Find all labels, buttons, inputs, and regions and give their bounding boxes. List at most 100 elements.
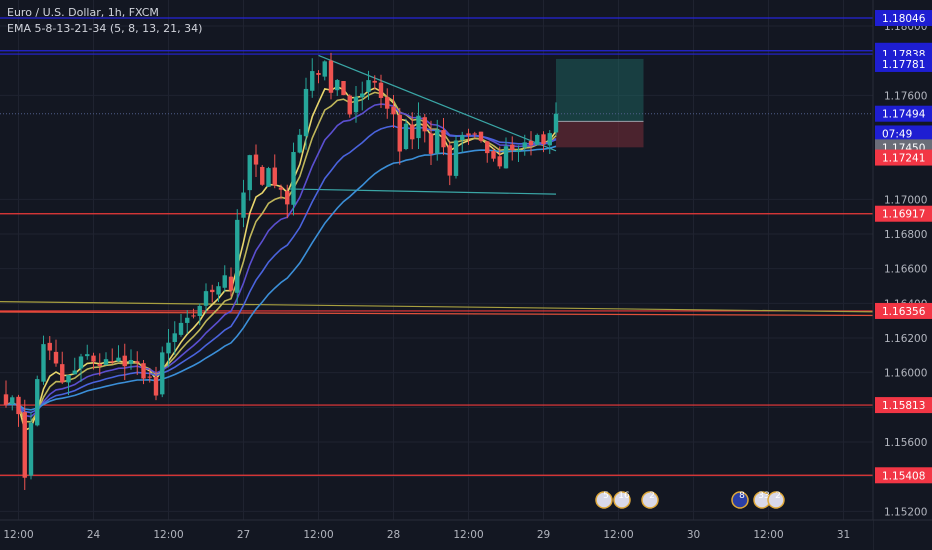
svg-text:1.17241: 1.17241 — [882, 153, 925, 165]
symbol-title[interactable]: Euro / U.S. Dollar, 1h, FXCM — [7, 6, 159, 19]
time-tick-0: 12:00 — [3, 529, 33, 541]
trendline-1 — [0, 311, 888, 317]
horizontal-levels[interactable] — [0, 17, 873, 476]
candle-6 — [41, 335, 46, 385]
candle-55 — [347, 94, 352, 118]
event-badge-us-b[interactable]: 16 — [613, 491, 631, 509]
price-tick-2: 1.17000 — [884, 194, 927, 206]
candle-19 — [122, 343, 127, 381]
candle-39 — [247, 154, 252, 201]
price-label-11: 1.15408 — [875, 467, 932, 484]
candle-16 — [103, 352, 109, 366]
candle-31 — [197, 303, 202, 326]
time-tick-3: 27 — [237, 529, 250, 541]
time-tick-2: 12:00 — [153, 529, 183, 541]
event-badge-count: 2 — [649, 491, 655, 501]
price-tick-11: 1.15200 — [884, 506, 927, 518]
candle-15 — [97, 353, 102, 376]
svg-text:1.17781: 1.17781 — [882, 59, 925, 71]
price-axis[interactable]: 1.180001.176001.170001.168001.166001.164… — [872, 0, 932, 550]
candle-50 — [316, 70, 321, 84]
event-badge-eu-a[interactable]: 8 — [731, 491, 749, 509]
time-tick-1: 24 — [87, 529, 101, 541]
price-label-5: 07:49 — [875, 125, 932, 142]
candle-59 — [372, 75, 377, 90]
event-badge-us-c[interactable]: 2 — [641, 491, 659, 509]
event-badge-count: 5 — [603, 491, 609, 501]
candle-32 — [203, 283, 209, 313]
time-tick-10: 12:00 — [753, 529, 783, 541]
price-tick-6: 1.16200 — [884, 333, 927, 345]
long-position-tool[interactable] — [556, 58, 644, 148]
candle-12 — [78, 353, 84, 382]
time-tick-5: 28 — [387, 529, 400, 541]
svg-text:07:49: 07:49 — [882, 128, 912, 140]
event-badge-count: 33 — [758, 491, 769, 501]
candle-1 — [10, 395, 15, 411]
candle-85 — [535, 133, 540, 146]
price-label-4: 1.17494 — [875, 105, 932, 122]
candle-70 — [441, 117, 446, 156]
candle-73 — [460, 131, 465, 153]
candle-10 — [66, 374, 71, 396]
candle-75 — [472, 131, 477, 139]
candle-74 — [466, 128, 471, 145]
time-axis[interactable]: 12:00 24 12:00 27 12:00 28 12:00 29 12:00 30 12:00… — [0, 519, 932, 550]
candle-21 — [135, 351, 140, 375]
candle-24 — [153, 366, 159, 401]
svg-text:1.15813: 1.15813 — [882, 400, 925, 412]
price-label-10: 1.15813 — [875, 397, 932, 414]
event-badge-us-a[interactable]: 5 — [595, 491, 613, 509]
economic-event-badges[interactable]: 5 16 2 8 33 2 — [595, 491, 785, 509]
event-badge-us-e[interactable]: 2 — [767, 491, 785, 509]
candle-87 — [547, 130, 552, 154]
event-badge-count: 8 — [739, 491, 745, 501]
candle-26 — [166, 329, 171, 368]
candle-41 — [260, 165, 265, 186]
event-badge-count: 16 — [618, 491, 630, 501]
svg-text:1.18046: 1.18046 — [882, 13, 926, 25]
event-badge-count: 2 — [775, 491, 781, 501]
candle-2 — [16, 394, 21, 427]
candle-54 — [341, 80, 346, 96]
price-tick-7: 1.16000 — [884, 368, 927, 380]
candle-0 — [3, 380, 9, 408]
price-tick-9: 1.15600 — [884, 437, 927, 449]
candle-20 — [128, 349, 134, 370]
candle-61 — [385, 88, 390, 119]
candle-13 — [85, 344, 90, 360]
candle-5 — [35, 375, 40, 427]
time-tick-9: 30 — [687, 529, 700, 541]
candle-47 — [297, 129, 302, 154]
candle-29 — [185, 310, 190, 334]
event-badge-us-d[interactable]: 33 — [753, 491, 771, 509]
svg-text:1.16917: 1.16917 — [882, 209, 925, 221]
indicator-label[interactable]: EMA 5-8-13-21-34 (5, 8, 13, 21, 34) — [7, 22, 203, 35]
candle-22 — [141, 359, 146, 385]
candle-53 — [335, 79, 340, 96]
price-label-8: 1.16917 — [875, 205, 932, 222]
position-stop-zone — [556, 121, 644, 148]
price-tick-4: 1.16600 — [884, 264, 927, 276]
price-label-0: 1.18046 — [875, 10, 932, 27]
candle-77 — [485, 141, 490, 163]
candle-66 — [416, 102, 421, 149]
time-tick-8: 12:00 — [603, 529, 633, 541]
time-tick-7: 29 — [537, 529, 550, 541]
candle-78 — [491, 148, 496, 162]
candle-36 — [228, 267, 234, 297]
candle-62 — [391, 94, 396, 129]
candle-56 — [353, 86, 359, 123]
position-target-zone — [556, 58, 644, 122]
trend-lines[interactable] — [0, 54, 888, 317]
ema-lines — [5, 85, 557, 432]
svg-text:1.15408: 1.15408 — [882, 470, 925, 482]
price-label-9: 1.16356 — [875, 302, 932, 319]
candle-76 — [478, 131, 484, 143]
candle-63 — [397, 107, 402, 165]
candle-72 — [453, 134, 459, 179]
ema-34-line — [5, 145, 557, 411]
price-tick-3: 1.16800 — [884, 229, 927, 241]
grid-lines — [0, 0, 873, 520]
